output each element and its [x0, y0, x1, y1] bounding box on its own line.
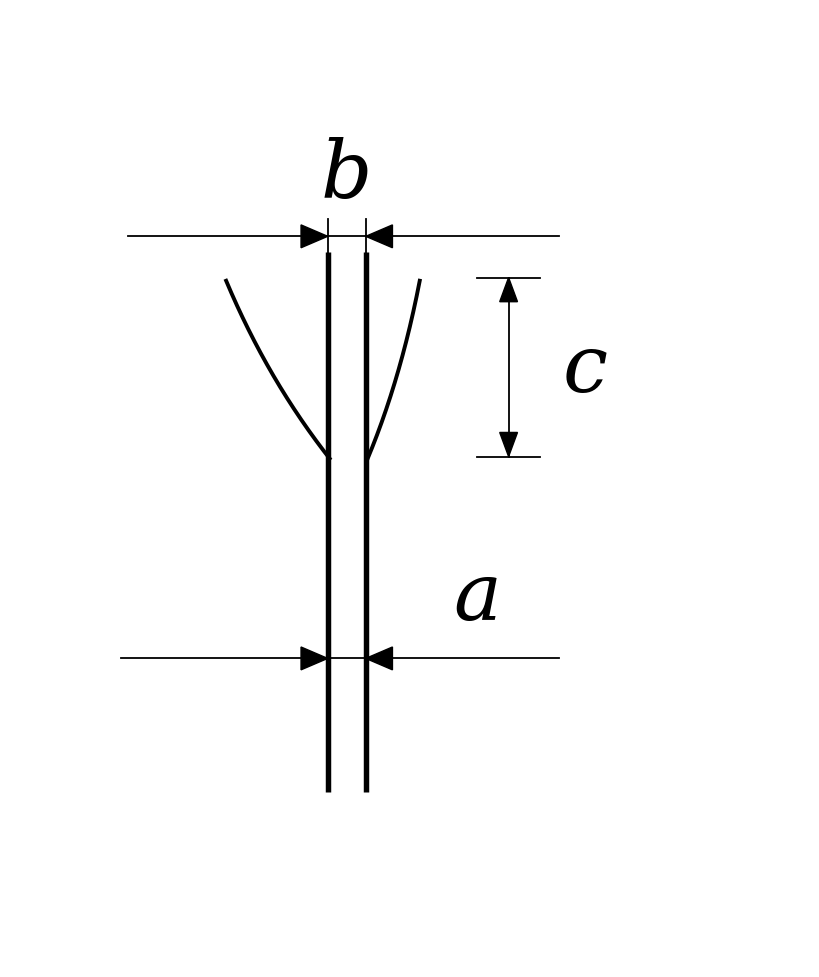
Polygon shape	[301, 225, 328, 248]
Polygon shape	[500, 277, 518, 302]
Polygon shape	[366, 647, 392, 670]
Text: a: a	[453, 559, 501, 636]
Polygon shape	[500, 433, 518, 456]
Polygon shape	[301, 647, 328, 670]
Text: c: c	[562, 331, 608, 408]
Text: b: b	[321, 137, 373, 214]
Polygon shape	[366, 225, 392, 248]
